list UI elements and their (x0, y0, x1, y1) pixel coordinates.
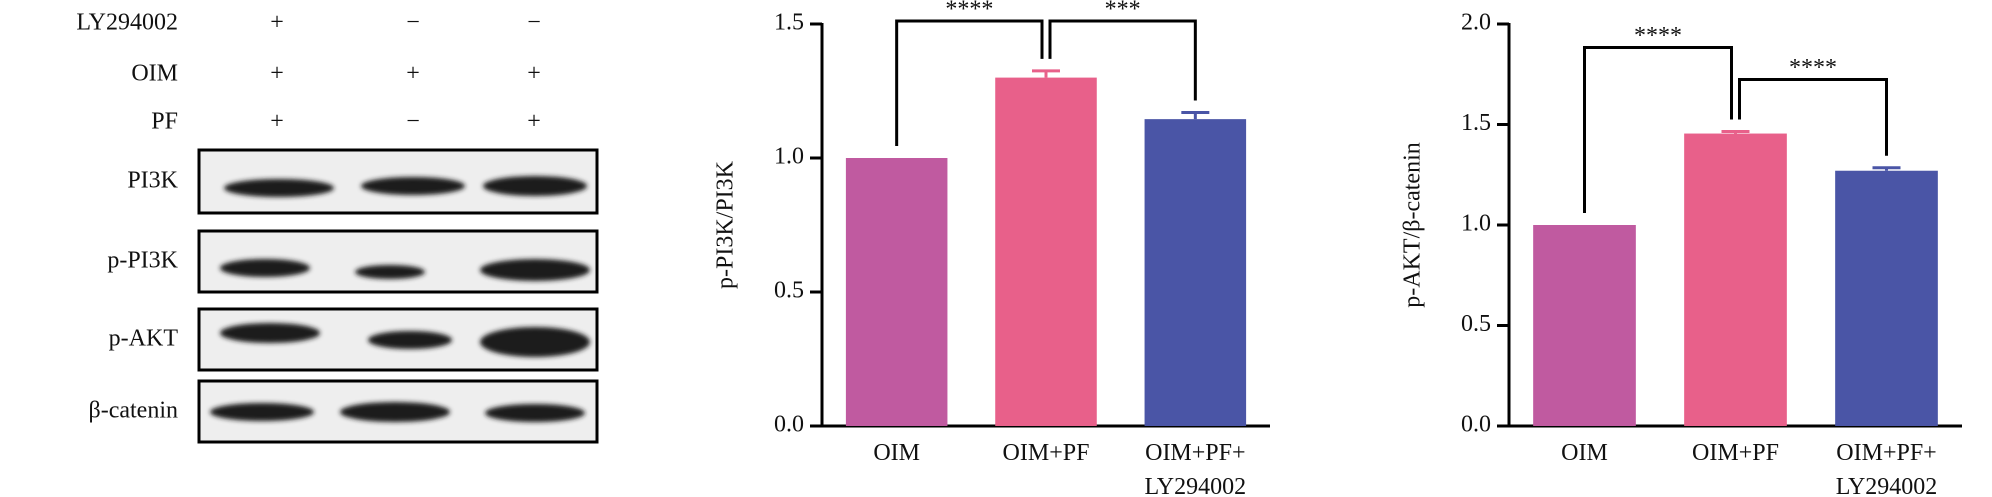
y-tick-label: 2.0 (1461, 10, 1491, 36)
error-bar (1032, 69, 1060, 78)
significance-bracket (895, 19, 1044, 146)
treatment-label: PF (151, 109, 178, 135)
treatment-label: LY294002 (76, 10, 178, 36)
y-tick-label: 1.0 (774, 144, 804, 170)
error-bar (1872, 166, 1901, 171)
bar (1835, 170, 1938, 426)
treatment-sign: + (270, 61, 284, 87)
treatment-sign: + (270, 109, 284, 135)
significance-label: **** (1789, 55, 1837, 81)
bar (845, 158, 948, 426)
x-tick-label: OIM (873, 440, 920, 466)
y-tick-label: 1.5 (774, 10, 804, 36)
significance-label: *** (1105, 0, 1141, 23)
y-axis-label: p-AKT/β-catenin (1400, 142, 1426, 307)
y-tick-label: 1.0 (1461, 211, 1491, 237)
error-bar (1181, 110, 1210, 120)
y-tick-label: 1.5 (1461, 110, 1491, 136)
protein-label: p-PI3K (107, 248, 178, 274)
significance-bracket (1048, 19, 1197, 101)
treatment-sign: + (406, 61, 420, 87)
error-bar (1721, 130, 1750, 134)
treatment-sign: + (270, 10, 284, 36)
x-tick-label: OIM+PF+ LY294002 (1144, 440, 1247, 497)
protein-label: β-catenin (89, 398, 179, 424)
x-tick-label: OIM+PF+ LY294002 (1835, 440, 1938, 497)
significance-label: **** (945, 0, 993, 23)
significance-label: **** (1634, 23, 1682, 49)
y-tick-label: 0.5 (1461, 311, 1491, 337)
bar (1533, 225, 1636, 426)
y-tick-label: 0.0 (1461, 412, 1491, 438)
treatment-sign: + (527, 109, 541, 135)
x-tick-label: OIM (1561, 440, 1608, 466)
treatment-sign: − (406, 109, 420, 135)
bar (1144, 119, 1247, 426)
protein-label: p-AKT (109, 326, 179, 352)
treatment-sign: − (406, 10, 420, 36)
treatment-label: OIM (131, 61, 178, 87)
bar (1684, 133, 1787, 427)
x-tick-label: OIM+PF (1692, 440, 1779, 466)
protein-label: PI3K (127, 168, 178, 194)
y-axis-label: p-PI3K/PI3K (713, 160, 739, 289)
blot-panels (197, 148, 599, 444)
x-tick-label: OIM+PF (1002, 440, 1090, 466)
significance-bracket (1738, 78, 1888, 156)
treatment-sign: − (527, 10, 541, 36)
y-tick-label: 0.5 (774, 278, 804, 304)
treatment-sign: + (527, 61, 541, 87)
bar (995, 77, 1097, 426)
y-tick-label: 0.0 (774, 412, 804, 438)
significance-bracket (1583, 46, 1733, 213)
